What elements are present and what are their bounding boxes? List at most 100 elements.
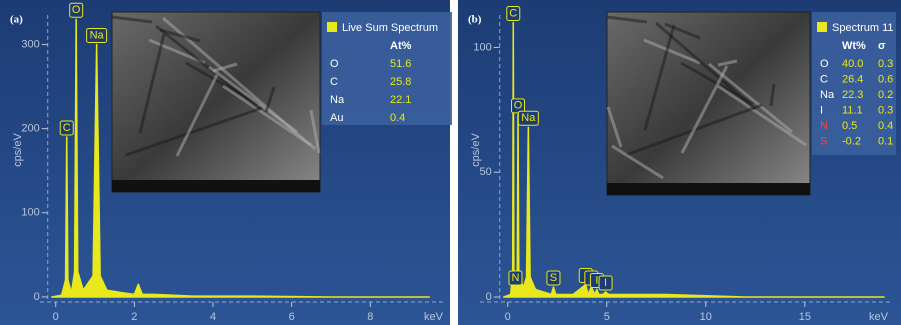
legend-value: 22.1 — [390, 94, 411, 106]
legend-title: Spectrum 11 — [832, 22, 894, 34]
peak-label: I — [604, 277, 607, 289]
sem-texture — [159, 28, 201, 43]
sem-texture — [175, 74, 219, 157]
sem-databar — [112, 180, 320, 192]
legend-value: 26.4 — [842, 73, 863, 85]
sem-texture — [717, 59, 738, 67]
y-tick-label: 200 — [21, 123, 39, 135]
spectrum — [51, 18, 431, 298]
y-tick-label: 0 — [486, 291, 492, 303]
sem-texture — [155, 24, 261, 111]
legend-value: 40.0 — [842, 58, 863, 70]
peak-label-box — [598, 275, 613, 291]
sem-texture — [769, 83, 776, 107]
sem-image — [111, 11, 321, 193]
peak-label: N — [511, 272, 519, 284]
peak-label-box — [69, 2, 84, 18]
peak-label-box — [546, 270, 561, 286]
legend-column: σ — [878, 40, 886, 52]
peak-label: O — [514, 100, 523, 112]
legend-column: At% — [390, 40, 412, 52]
sem-texture — [606, 15, 648, 24]
peak-label: I — [595, 274, 598, 286]
y-tick-label: 100 — [21, 207, 39, 219]
y-tick-label: 300 — [21, 38, 39, 50]
panel-label: (b) — [468, 14, 482, 26]
peak-label-box — [59, 120, 74, 136]
legend-value: 0.4 — [878, 120, 893, 132]
x-tick-label: 2 — [131, 311, 137, 323]
x-tick-label: 8 — [367, 311, 373, 323]
legend-value: 0.6 — [878, 73, 893, 85]
y-tick-label: 0 — [34, 291, 40, 303]
peak-label-box — [517, 110, 539, 126]
legend-value: 0.3 — [878, 58, 893, 70]
sem-texture — [655, 21, 756, 111]
x-tick-label: 6 — [289, 311, 295, 323]
y-tick-label: 100 — [473, 41, 491, 53]
legend-element: Na — [330, 94, 345, 106]
x-tick-label: 5 — [604, 311, 610, 323]
legend-element: I — [820, 104, 823, 116]
sem-texture — [162, 16, 316, 151]
sem-texture — [212, 62, 238, 73]
sem-texture — [222, 84, 312, 147]
legend-value: 51.6 — [390, 58, 411, 70]
sem-texture — [643, 24, 676, 131]
legend-value: -0.2 — [842, 135, 861, 147]
peak-label: Na — [521, 112, 536, 124]
spectrum — [503, 21, 885, 298]
x-tick-label: 0 — [53, 311, 59, 323]
legend-element: N — [820, 120, 828, 132]
peak-label-box — [86, 27, 108, 43]
legend-element: C — [820, 73, 828, 85]
x-axis-label: keV — [424, 311, 444, 323]
sem-texture — [125, 106, 263, 157]
peak-label: C — [509, 7, 517, 19]
legend-box — [322, 12, 452, 125]
legend-box — [812, 12, 896, 155]
x-tick-label: 15 — [799, 311, 811, 323]
legend-swatch — [327, 22, 337, 32]
peak-label: C — [63, 122, 71, 134]
peak-label-box — [508, 270, 523, 286]
sem-texture — [664, 22, 701, 40]
peak-label: O — [72, 4, 81, 16]
legend-element: Au — [330, 112, 343, 124]
x-tick-label: 0 — [505, 311, 511, 323]
sem-texture — [680, 65, 729, 154]
sem-texture — [309, 109, 321, 154]
x-tick-label: 10 — [700, 311, 712, 323]
legend-element: C — [330, 76, 338, 88]
sem-texture — [611, 144, 664, 180]
x-axis-label: keV — [869, 311, 889, 323]
legend-value: 25.8 — [390, 76, 411, 88]
sem-texture — [111, 15, 153, 24]
legend-element: S — [820, 135, 827, 147]
sem-texture — [643, 38, 701, 65]
legend-value: 0.2 — [878, 89, 893, 101]
legend-element: O — [820, 58, 829, 70]
sem-databar — [607, 183, 810, 195]
legend-value: 22.3 — [842, 89, 863, 101]
legend-title: Live Sum Spectrum — [342, 22, 438, 34]
legend-element: Na — [820, 89, 835, 101]
legend-value: 0.4 — [390, 112, 405, 124]
sem-texture — [606, 106, 623, 148]
y-tick-label: 50 — [479, 166, 491, 178]
legend-value: 0.1 — [878, 135, 893, 147]
legend-element: O — [330, 58, 339, 70]
legend-value: 11.1 — [842, 104, 863, 116]
sem-texture — [264, 86, 276, 113]
y-axis-label: cps/eV — [470, 133, 482, 167]
y-axis-label: cps/eV — [12, 133, 24, 167]
legend-swatch — [817, 22, 827, 32]
x-tick-label: 4 — [210, 311, 216, 323]
legend-column: Wt% — [842, 40, 866, 52]
sem-texture — [717, 84, 807, 147]
peak-label-box — [506, 5, 521, 21]
legend-value: 0.5 — [842, 120, 857, 132]
peak-label: Na — [90, 29, 105, 41]
peak-label: S — [550, 272, 557, 284]
